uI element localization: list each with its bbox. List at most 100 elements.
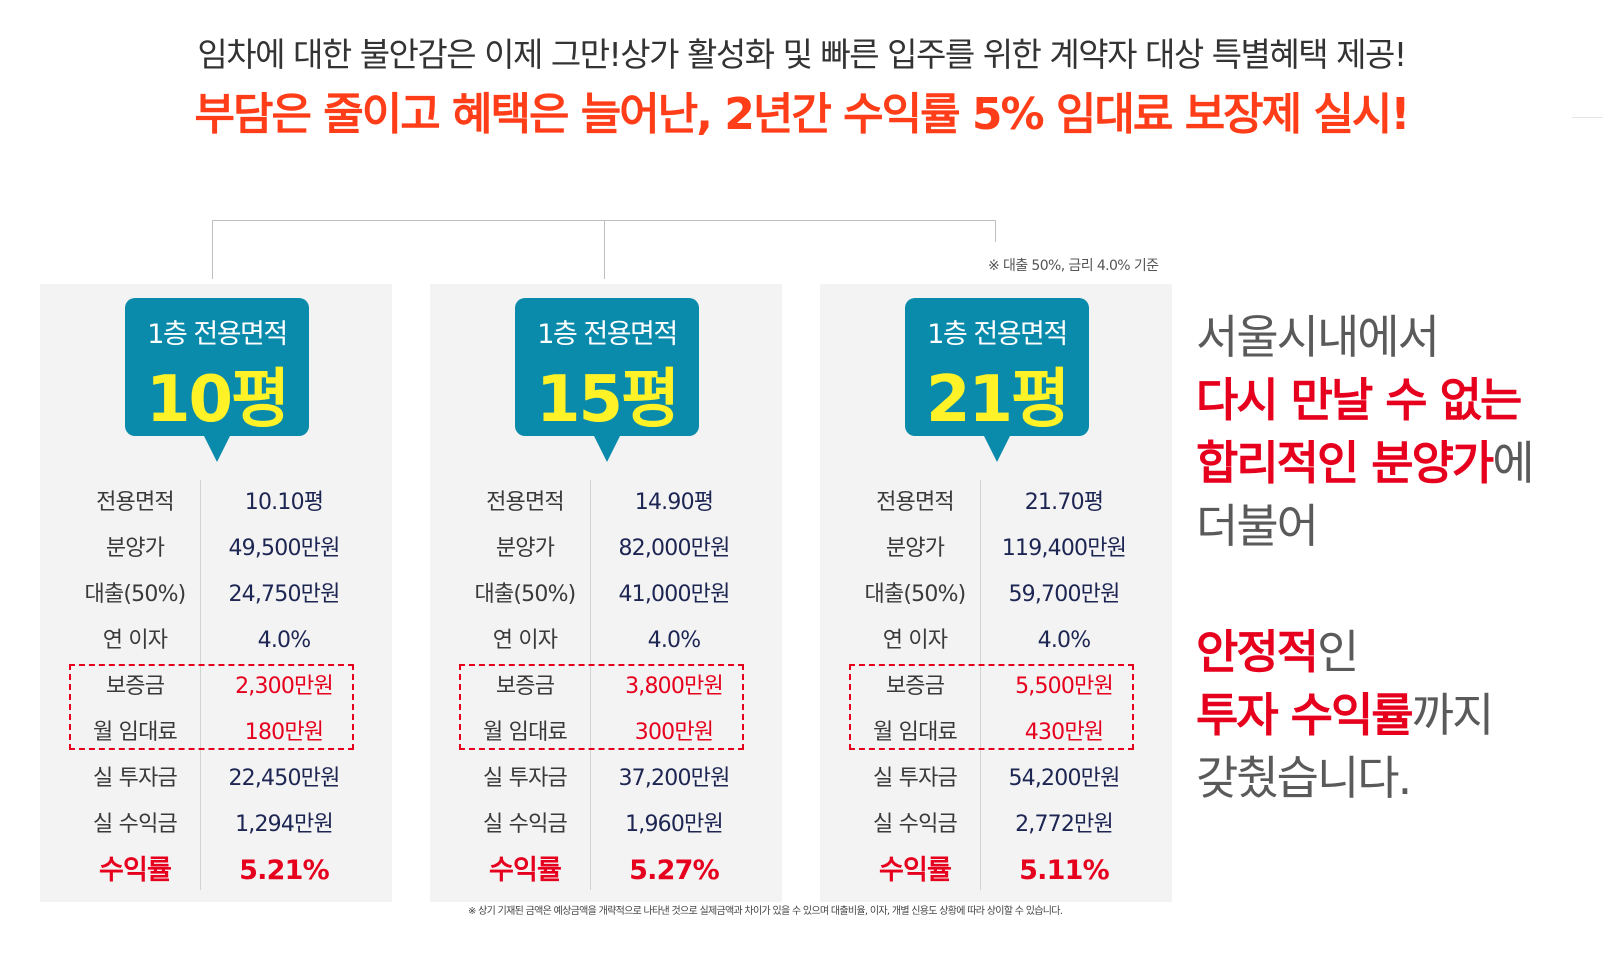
row-rent: 월 임대료 180만원: [40, 710, 392, 756]
unit-size-tag: 1층 전용면적 10평: [125, 298, 309, 462]
row-rent: 월 임대료 300만원: [430, 710, 782, 756]
row-area: 전용면적 14.90평: [430, 480, 782, 526]
row-label: 대출(50%): [474, 582, 577, 607]
row-value: 5,500만원: [1015, 674, 1114, 699]
row-label: 수익률: [878, 855, 952, 886]
row-label: 월 임대료: [873, 720, 958, 745]
row-value: 5.21%: [239, 855, 329, 886]
side-spacer: [1196, 558, 1533, 621]
tag-label: 1층 전용면적: [927, 319, 1068, 350]
row-label: 분양가: [495, 536, 555, 561]
row-value: 24,750만원: [228, 582, 340, 607]
row-value: 1,294만원: [235, 812, 334, 837]
row-value: 14.90평: [634, 490, 714, 515]
row-deposit: 보증금 3,800만원: [430, 664, 782, 710]
side-text: 까지: [1411, 688, 1495, 742]
column-divider: [200, 480, 201, 890]
headline-subtitle: 임차에 대한 불안감은 이제 그만!상가 활성화 및 빠른 입주를 위한 계약자…: [197, 35, 1407, 74]
row-label: 보증금: [885, 674, 945, 699]
side-line: 서울시내에서: [1196, 310, 1440, 364]
row-value: 4.0%: [1037, 628, 1092, 653]
bracket-connector-right: [995, 220, 996, 242]
row-loan: 대출(50%) 59,700만원: [820, 572, 1172, 618]
unit-card-21: 1층 전용면적 21평 전용면적 21.70평 분양가 119,400만원 대출(5…: [820, 284, 1172, 902]
row-interest: 연 이자 4.0%: [40, 618, 392, 664]
column-divider: [980, 480, 981, 890]
row-area: 전용면적 10.10평: [40, 480, 392, 526]
row-price: 분양가 119,400만원: [820, 526, 1172, 572]
tag-label: 1층 전용면적: [147, 319, 288, 350]
row-loan: 대출(50%) 41,000만원: [430, 572, 782, 618]
row-value: 37,200만원: [618, 766, 730, 791]
side-line: 안정적인: [1196, 621, 1533, 684]
side-line: 갖췄습니다.: [1196, 751, 1412, 805]
side-text: 에: [1492, 436, 1534, 490]
row-label: 분양가: [105, 536, 165, 561]
side-line: 더불어: [1196, 499, 1319, 553]
row-investment: 실 투자금 22,450만원: [40, 756, 392, 802]
row-value: 180만원: [244, 720, 324, 745]
row-label: 전용면적: [96, 490, 175, 515]
unit-size-tag: 1층 전용면적 15평: [515, 298, 699, 462]
side-highlight: 투자 수익률: [1196, 688, 1414, 742]
row-value: 119,400만원: [1001, 536, 1127, 561]
row-label: 대출(50%): [864, 582, 967, 607]
divider: [1572, 117, 1603, 118]
row-value: 5.27%: [629, 855, 719, 886]
tag-size: 21평: [926, 363, 1070, 437]
row-label: 연 이자: [492, 628, 558, 653]
side-line: 투자 수익률까지: [1196, 684, 1533, 747]
row-value: 82,000만원: [618, 536, 730, 561]
row-yield: 수익률 5.21%: [40, 848, 392, 894]
row-label: 대출(50%): [84, 582, 187, 607]
rent-highlight-box: [459, 664, 744, 750]
row-value: 2,772만원: [1015, 812, 1114, 837]
side-line-highlight: 다시 만날 수 없는: [1196, 373, 1522, 427]
row-label: 연 이자: [102, 628, 168, 653]
row-label: 실 투자금: [483, 766, 568, 791]
row-value: 54,200만원: [1008, 766, 1120, 791]
side-highlight: 안정적: [1196, 625, 1319, 679]
row-investment: 실 투자금 54,200만원: [820, 756, 1172, 802]
row-price: 분양가 49,500만원: [40, 526, 392, 572]
row-loan: 대출(50%) 24,750만원: [40, 572, 392, 618]
row-label: 실 수익금: [483, 812, 568, 837]
row-value: 41,000만원: [618, 582, 730, 607]
row-yield: 수익률 5.11%: [820, 848, 1172, 894]
headline-title: 부담은 줄이고 혜택은 늘어난, 2년간 수익률 5% 임대료 보장제 실시!: [194, 89, 1411, 140]
row-label: 수익률: [98, 855, 172, 886]
row-label: 월 임대료: [483, 720, 568, 745]
unit-card-15: 1층 전용면적 15평 전용면적 14.90평 분양가 82,000만원 대출(50…: [430, 284, 782, 902]
row-value: 430만원: [1024, 720, 1104, 745]
row-label: 수익률: [488, 855, 562, 886]
row-label: 보증금: [105, 674, 165, 699]
tag-size: 15평: [536, 363, 680, 437]
row-label: 실 수익금: [93, 812, 178, 837]
row-interest: 연 이자 4.0%: [820, 618, 1172, 664]
row-value: 5.11%: [1019, 855, 1109, 886]
row-value: 49,500만원: [228, 536, 340, 561]
rent-highlight-box: [849, 664, 1134, 750]
column-divider: [590, 480, 591, 890]
row-label: 보증금: [495, 674, 555, 699]
row-label: 월 임대료: [93, 720, 178, 745]
tag-size: 10평: [146, 363, 290, 437]
row-label: 실 투자금: [93, 766, 178, 791]
row-investment: 실 투자금 37,200만원: [430, 756, 782, 802]
row-income: 실 수익금 1,960만원: [430, 802, 782, 848]
loan-basis-note: ※ 대출 50%, 금리 4.0% 기준: [988, 258, 1159, 274]
side-text: 인: [1316, 625, 1359, 679]
row-yield: 수익률 5.27%: [430, 848, 782, 894]
bracket-connector-left: [212, 220, 213, 279]
row-label: 분양가: [885, 536, 945, 561]
row-deposit: 보증금 5,500만원: [820, 664, 1172, 710]
side-highlight: 합리적인 분양가: [1196, 436, 1494, 490]
row-deposit: 보증금 2,300만원: [40, 664, 392, 710]
tag-label: 1층 전용면적: [537, 319, 678, 350]
row-label: 전용면적: [876, 490, 955, 515]
unit-size-tag: 1층 전용면적 21평: [905, 298, 1089, 462]
row-value: 1,960만원: [625, 812, 724, 837]
bracket-connector-middle: [604, 220, 605, 279]
row-label: 전용면적: [486, 490, 565, 515]
row-value: 3,800만원: [625, 674, 724, 699]
